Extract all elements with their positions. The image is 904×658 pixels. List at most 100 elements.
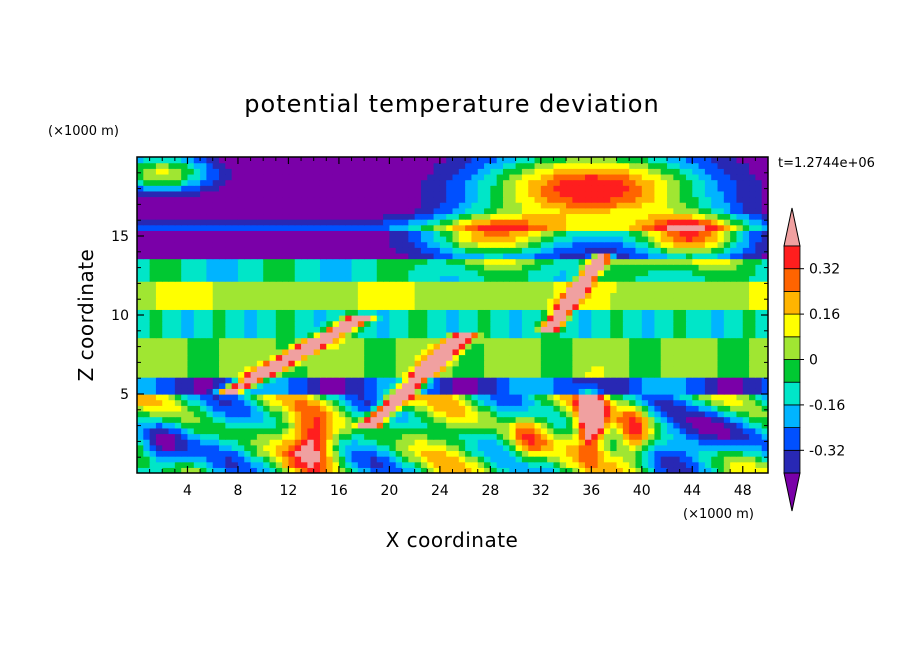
contour-cell (673, 377, 681, 384)
contour-cell (225, 427, 233, 435)
contour-cell (641, 388, 649, 395)
contour-cell (181, 433, 189, 440)
contour-cell (597, 213, 605, 220)
contour-cell (168, 433, 176, 440)
contour-cell (332, 399, 340, 406)
contour-cell (458, 405, 466, 412)
contour-cell (225, 456, 233, 463)
contour-cell (364, 427, 372, 435)
contour-cell (282, 444, 290, 452)
contour-cell (439, 298, 447, 305)
contour-cell (591, 439, 599, 446)
contour-cell (685, 348, 693, 356)
contour-cell (225, 241, 233, 248)
contour-cell (458, 275, 466, 282)
contour-cell (736, 196, 744, 203)
contour-cell (685, 315, 693, 322)
contour-cell (566, 213, 573, 220)
contour-cell (698, 365, 706, 373)
contour-cell (231, 416, 239, 423)
contour-cell (711, 337, 719, 344)
contour-cell (389, 241, 397, 248)
contour-cell (402, 247, 409, 254)
contour-cell (439, 416, 447, 423)
contour-cell (225, 388, 233, 395)
contour-cell (610, 405, 618, 412)
contour-cell (282, 258, 290, 265)
contour-cell (294, 190, 302, 198)
contour-cell (742, 416, 750, 423)
contour-cell (338, 461, 346, 468)
contour-cell (730, 281, 738, 288)
contour-cell (616, 388, 624, 395)
contour-cell (332, 224, 340, 231)
contour-cell (294, 219, 302, 226)
contour-cell (730, 224, 738, 231)
contour-cell (263, 348, 271, 356)
contour-cell (553, 405, 561, 412)
contour-cell (414, 207, 422, 215)
contour-cell (742, 405, 750, 412)
contour-cell (673, 247, 681, 254)
contour-cell (200, 360, 208, 367)
contour-cell (357, 309, 365, 316)
contour-cell (465, 326, 473, 333)
contour-cell (143, 444, 151, 452)
contour-cell (376, 213, 384, 220)
contour-cell (351, 467, 359, 473)
contour-cell (484, 337, 491, 344)
contour-cell (496, 269, 504, 277)
contour-cell (610, 337, 618, 344)
contour-cell (465, 348, 473, 356)
contour-cell (181, 405, 189, 412)
contour-cell (307, 230, 315, 237)
contour-cell (559, 286, 567, 294)
contour-cell (622, 286, 630, 294)
contour-cell (174, 422, 182, 429)
contour-cell (433, 219, 441, 226)
contour-cell (761, 377, 768, 384)
contour-cell (351, 213, 359, 220)
contour-cell (698, 348, 706, 356)
contour-cell (282, 303, 290, 310)
contour-cell (275, 315, 283, 322)
contour-cell (433, 303, 441, 310)
contour-cell (137, 399, 144, 406)
contour-cell (660, 439, 668, 446)
contour-cell (521, 382, 529, 389)
contour-cell (206, 467, 214, 473)
contour-cell (383, 450, 390, 457)
contour-cell (641, 241, 649, 248)
contour-cell (307, 467, 315, 473)
contour-cell (332, 337, 340, 344)
contour-cell (332, 394, 340, 401)
contour-cell (395, 309, 403, 316)
contour-cell (667, 219, 674, 226)
contour-cell (465, 303, 473, 310)
contour-cell (484, 190, 491, 198)
contour-cell (629, 416, 637, 423)
contour-cell (282, 269, 290, 277)
contour-cell (402, 371, 409, 378)
contour-cell (654, 371, 662, 378)
contour-cell (471, 331, 479, 339)
contour-cell (566, 326, 573, 333)
contour-cell (603, 190, 611, 198)
contour-cell (244, 433, 252, 440)
contour-cell (578, 275, 586, 282)
contour-cell (685, 444, 693, 452)
contour-cell (137, 315, 144, 322)
contour-cell (465, 281, 473, 288)
contour-cell (414, 331, 422, 339)
contour-cell (629, 348, 637, 356)
contour-cell (641, 320, 649, 327)
contour-cell (269, 224, 277, 231)
contour-cell (540, 326, 548, 333)
contour-cell (200, 365, 208, 373)
contour-cell (370, 467, 378, 473)
contour-cell (389, 196, 397, 203)
contour-cell (237, 433, 245, 440)
contour-cell (149, 371, 157, 378)
contour-cell (528, 286, 536, 294)
contour-cell (477, 394, 485, 401)
